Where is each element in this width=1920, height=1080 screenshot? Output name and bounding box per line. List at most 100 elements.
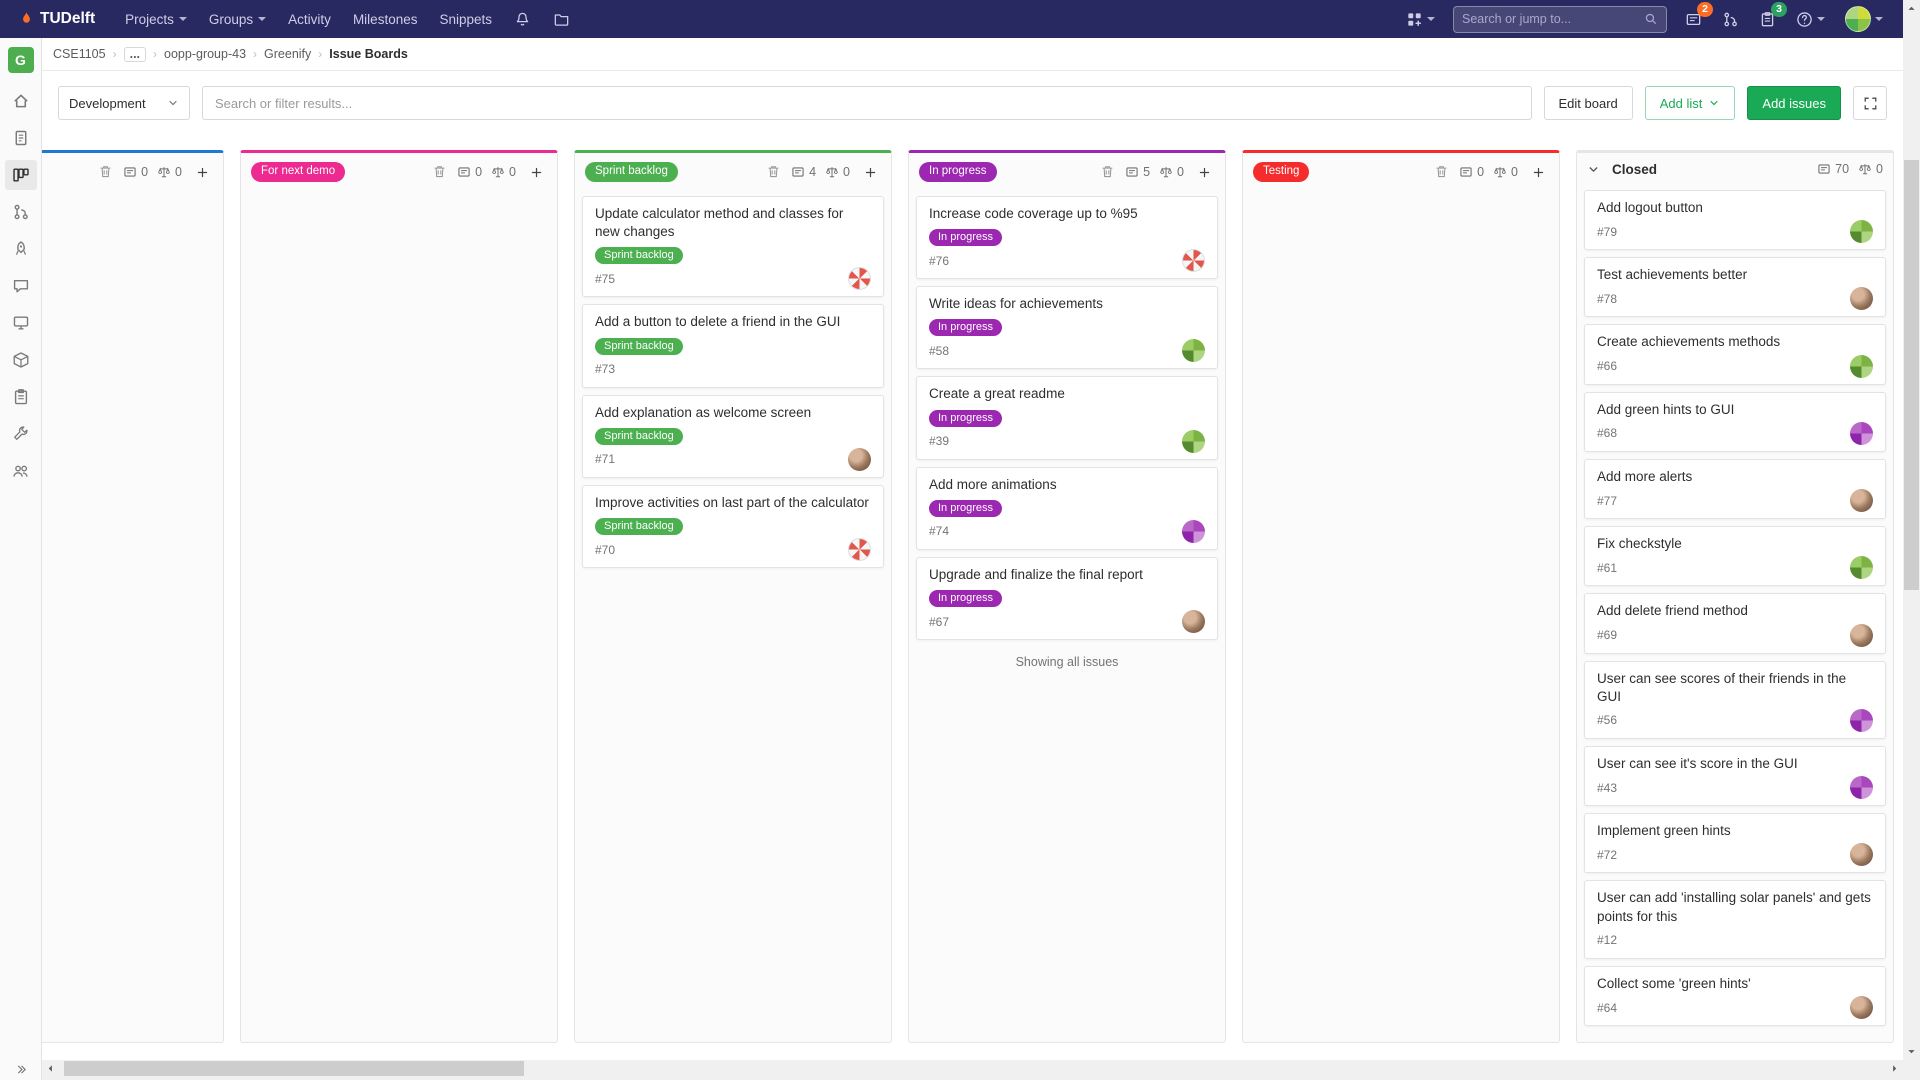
assignee-avatar[interactable] xyxy=(1850,354,1873,378)
navbar-search-input[interactable] xyxy=(1462,12,1644,26)
board-filter-input[interactable] xyxy=(202,86,1532,120)
issue-title[interactable]: Increase code coverage up to %95 xyxy=(929,206,1138,221)
issue-card[interactable]: Write ideas for achievements In progress #… xyxy=(916,286,1218,370)
add-issue-to-list-button[interactable] xyxy=(859,161,881,183)
issue-title[interactable]: Add a button to delete a friend in the G… xyxy=(595,314,841,330)
issue-title[interactable]: User can add 'installing solar panels' a… xyxy=(1597,890,1871,924)
breadcrumb-item[interactable]: Greenify xyxy=(264,47,312,61)
sidebar-item-analytics[interactable] xyxy=(5,382,37,412)
issue-card[interactable]: Update calculator method and classes for… xyxy=(582,196,884,298)
issue-title[interactable]: Create achievements methods xyxy=(1597,334,1781,350)
horizontal-scrollbar[interactable] xyxy=(42,1060,1903,1080)
collapse-list-button[interactable] xyxy=(1587,161,1603,177)
issue-title[interactable]: Improve activities on last part of the c… xyxy=(595,494,869,510)
issue-label[interactable]: Sprint backlog xyxy=(595,427,683,445)
assignee-avatar[interactable] xyxy=(1850,220,1873,244)
issue-title[interactable]: Add green hints to GUI xyxy=(1597,401,1735,417)
sidebar-item-project-overview[interactable] xyxy=(5,86,37,116)
assignee-avatar[interactable] xyxy=(1850,556,1873,580)
assignee-avatar[interactable] xyxy=(1850,421,1873,445)
issue-title[interactable]: Collect some 'green hints' xyxy=(1597,975,1751,991)
assignee-avatar[interactable] xyxy=(1850,776,1873,800)
issue-title[interactable]: Write ideas for achievements xyxy=(929,296,1103,312)
assignee-avatar[interactable] xyxy=(1182,339,1205,363)
issue-card[interactable]: Upgrade and finalize the final report In … xyxy=(916,556,1218,641)
delete-list-button[interactable] xyxy=(766,164,782,180)
issue-label[interactable]: In progress xyxy=(929,590,1003,608)
user-menu-button[interactable] xyxy=(1843,4,1885,34)
issue-card[interactable]: Create a great readme In progress #39 xyxy=(916,376,1218,460)
issue-card[interactable]: Add more animations In progress #74 xyxy=(916,466,1218,550)
nav-item-groups[interactable]: Groups xyxy=(199,4,276,35)
issue-card[interactable]: Add explanation as welcome screen Sprint … xyxy=(582,394,884,478)
sidebar-item-settings[interactable] xyxy=(5,419,37,449)
delete-list-button[interactable] xyxy=(1100,164,1116,180)
assignee-avatar[interactable] xyxy=(1850,287,1873,311)
issue-label[interactable]: In progress xyxy=(929,499,1003,517)
issue-title[interactable]: Add more alerts xyxy=(1597,468,1693,484)
scroll-up-button[interactable] xyxy=(1903,0,1920,17)
issue-card[interactable]: Test achievements better #78 xyxy=(1584,257,1886,318)
issue-label[interactable]: Sprint backlog xyxy=(595,337,683,355)
issue-title[interactable]: Implement green hints xyxy=(1597,823,1731,839)
issue-label[interactable]: In progress xyxy=(929,319,1003,337)
nav-folder-button[interactable] xyxy=(543,3,580,36)
delete-list-button[interactable] xyxy=(1434,164,1450,180)
issue-card[interactable]: Add logout button #79 xyxy=(1584,190,1886,251)
add-list-button[interactable]: Add list xyxy=(1644,86,1736,120)
issue-title[interactable]: Add more animations xyxy=(929,476,1057,492)
nav-bell-button[interactable] xyxy=(504,3,541,36)
vertical-scrollbar[interactable] xyxy=(1903,0,1920,1060)
issue-label[interactable]: Sprint backlog xyxy=(595,518,683,536)
issue-card[interactable]: Improve activities on last part of the c… xyxy=(582,484,884,569)
breadcrumb-item[interactable]: oopp-group-43 xyxy=(164,47,247,61)
issue-title[interactable]: User can see scores of their friends in … xyxy=(1597,670,1847,704)
merge-requests-dashboard-button[interactable] xyxy=(1720,9,1741,30)
assignee-avatar[interactable] xyxy=(1850,623,1873,647)
add-issue-to-list-button[interactable] xyxy=(1527,161,1549,183)
issue-card[interactable]: Create achievements methods #66 xyxy=(1584,324,1886,385)
assignee-avatar[interactable] xyxy=(1182,429,1205,453)
breadcrumb-ellipsis-button[interactable]: ... xyxy=(123,46,147,62)
assignee-avatar[interactable] xyxy=(1182,249,1205,273)
breadcrumb-item[interactable]: CSE1105 xyxy=(53,47,106,61)
navbar-search[interactable] xyxy=(1453,5,1667,33)
nav-item-projects[interactable]: Projects xyxy=(115,4,197,35)
new-menu-button[interactable] xyxy=(1404,9,1437,30)
issue-title[interactable]: Fix checkstyle xyxy=(1597,536,1682,552)
issue-card[interactable]: Fix checkstyle #61 xyxy=(1584,526,1886,587)
issue-card[interactable]: User can see scores of their friends in … xyxy=(1584,660,1886,739)
issue-title[interactable]: Add logout button xyxy=(1597,200,1703,215)
assignee-avatar[interactable] xyxy=(848,267,871,291)
issue-card[interactable]: User can see it's score in the GUI #43 xyxy=(1584,745,1886,807)
add-issue-to-list-button[interactable] xyxy=(1193,161,1215,183)
scroll-right-button[interactable] xyxy=(1886,1060,1903,1077)
sidebar-item-merge-requests[interactable] xyxy=(5,197,37,227)
sidebar-item-issue-boards[interactable] xyxy=(4,160,37,190)
issue-card[interactable]: Add more alerts #77 xyxy=(1584,458,1886,520)
issue-card[interactable]: Add green hints to GUI #68 xyxy=(1584,391,1886,452)
fullscreen-button[interactable] xyxy=(1853,86,1887,120)
issue-title[interactable]: User can see it's score in the GUI xyxy=(1597,755,1798,771)
todos-button[interactable]: 3 xyxy=(1757,1,1787,30)
assignee-avatar[interactable] xyxy=(848,538,871,562)
issue-label[interactable]: In progress xyxy=(929,409,1003,427)
issue-title[interactable]: Add explanation as welcome screen xyxy=(595,404,812,420)
delete-list-button[interactable] xyxy=(432,164,448,180)
assignee-avatar[interactable] xyxy=(1850,843,1873,867)
issue-title[interactable]: Test achievements better xyxy=(1597,267,1748,283)
board-switcher-dropdown[interactable]: Development xyxy=(58,86,190,120)
project-avatar[interactable]: G xyxy=(7,47,34,73)
add-issues-button[interactable]: Add issues xyxy=(1747,86,1841,120)
sidebar-item-repository[interactable] xyxy=(5,123,37,153)
nav-item-activity[interactable]: Activity xyxy=(278,4,341,35)
assignee-avatar[interactable] xyxy=(1182,519,1205,543)
issues-dashboard-button[interactable]: 2 xyxy=(1683,1,1713,30)
issue-card[interactable]: Increase code coverage up to %95 In progr… xyxy=(916,196,1218,280)
nav-item-snippets[interactable]: Snippets xyxy=(429,4,502,35)
assignee-avatar[interactable] xyxy=(1850,996,1873,1020)
add-issue-to-list-button[interactable] xyxy=(191,161,213,183)
sidebar-item-packages[interactable] xyxy=(5,345,37,375)
issue-label[interactable]: In progress xyxy=(929,229,1003,247)
issue-title[interactable]: Upgrade and finalize the final report xyxy=(929,566,1143,582)
